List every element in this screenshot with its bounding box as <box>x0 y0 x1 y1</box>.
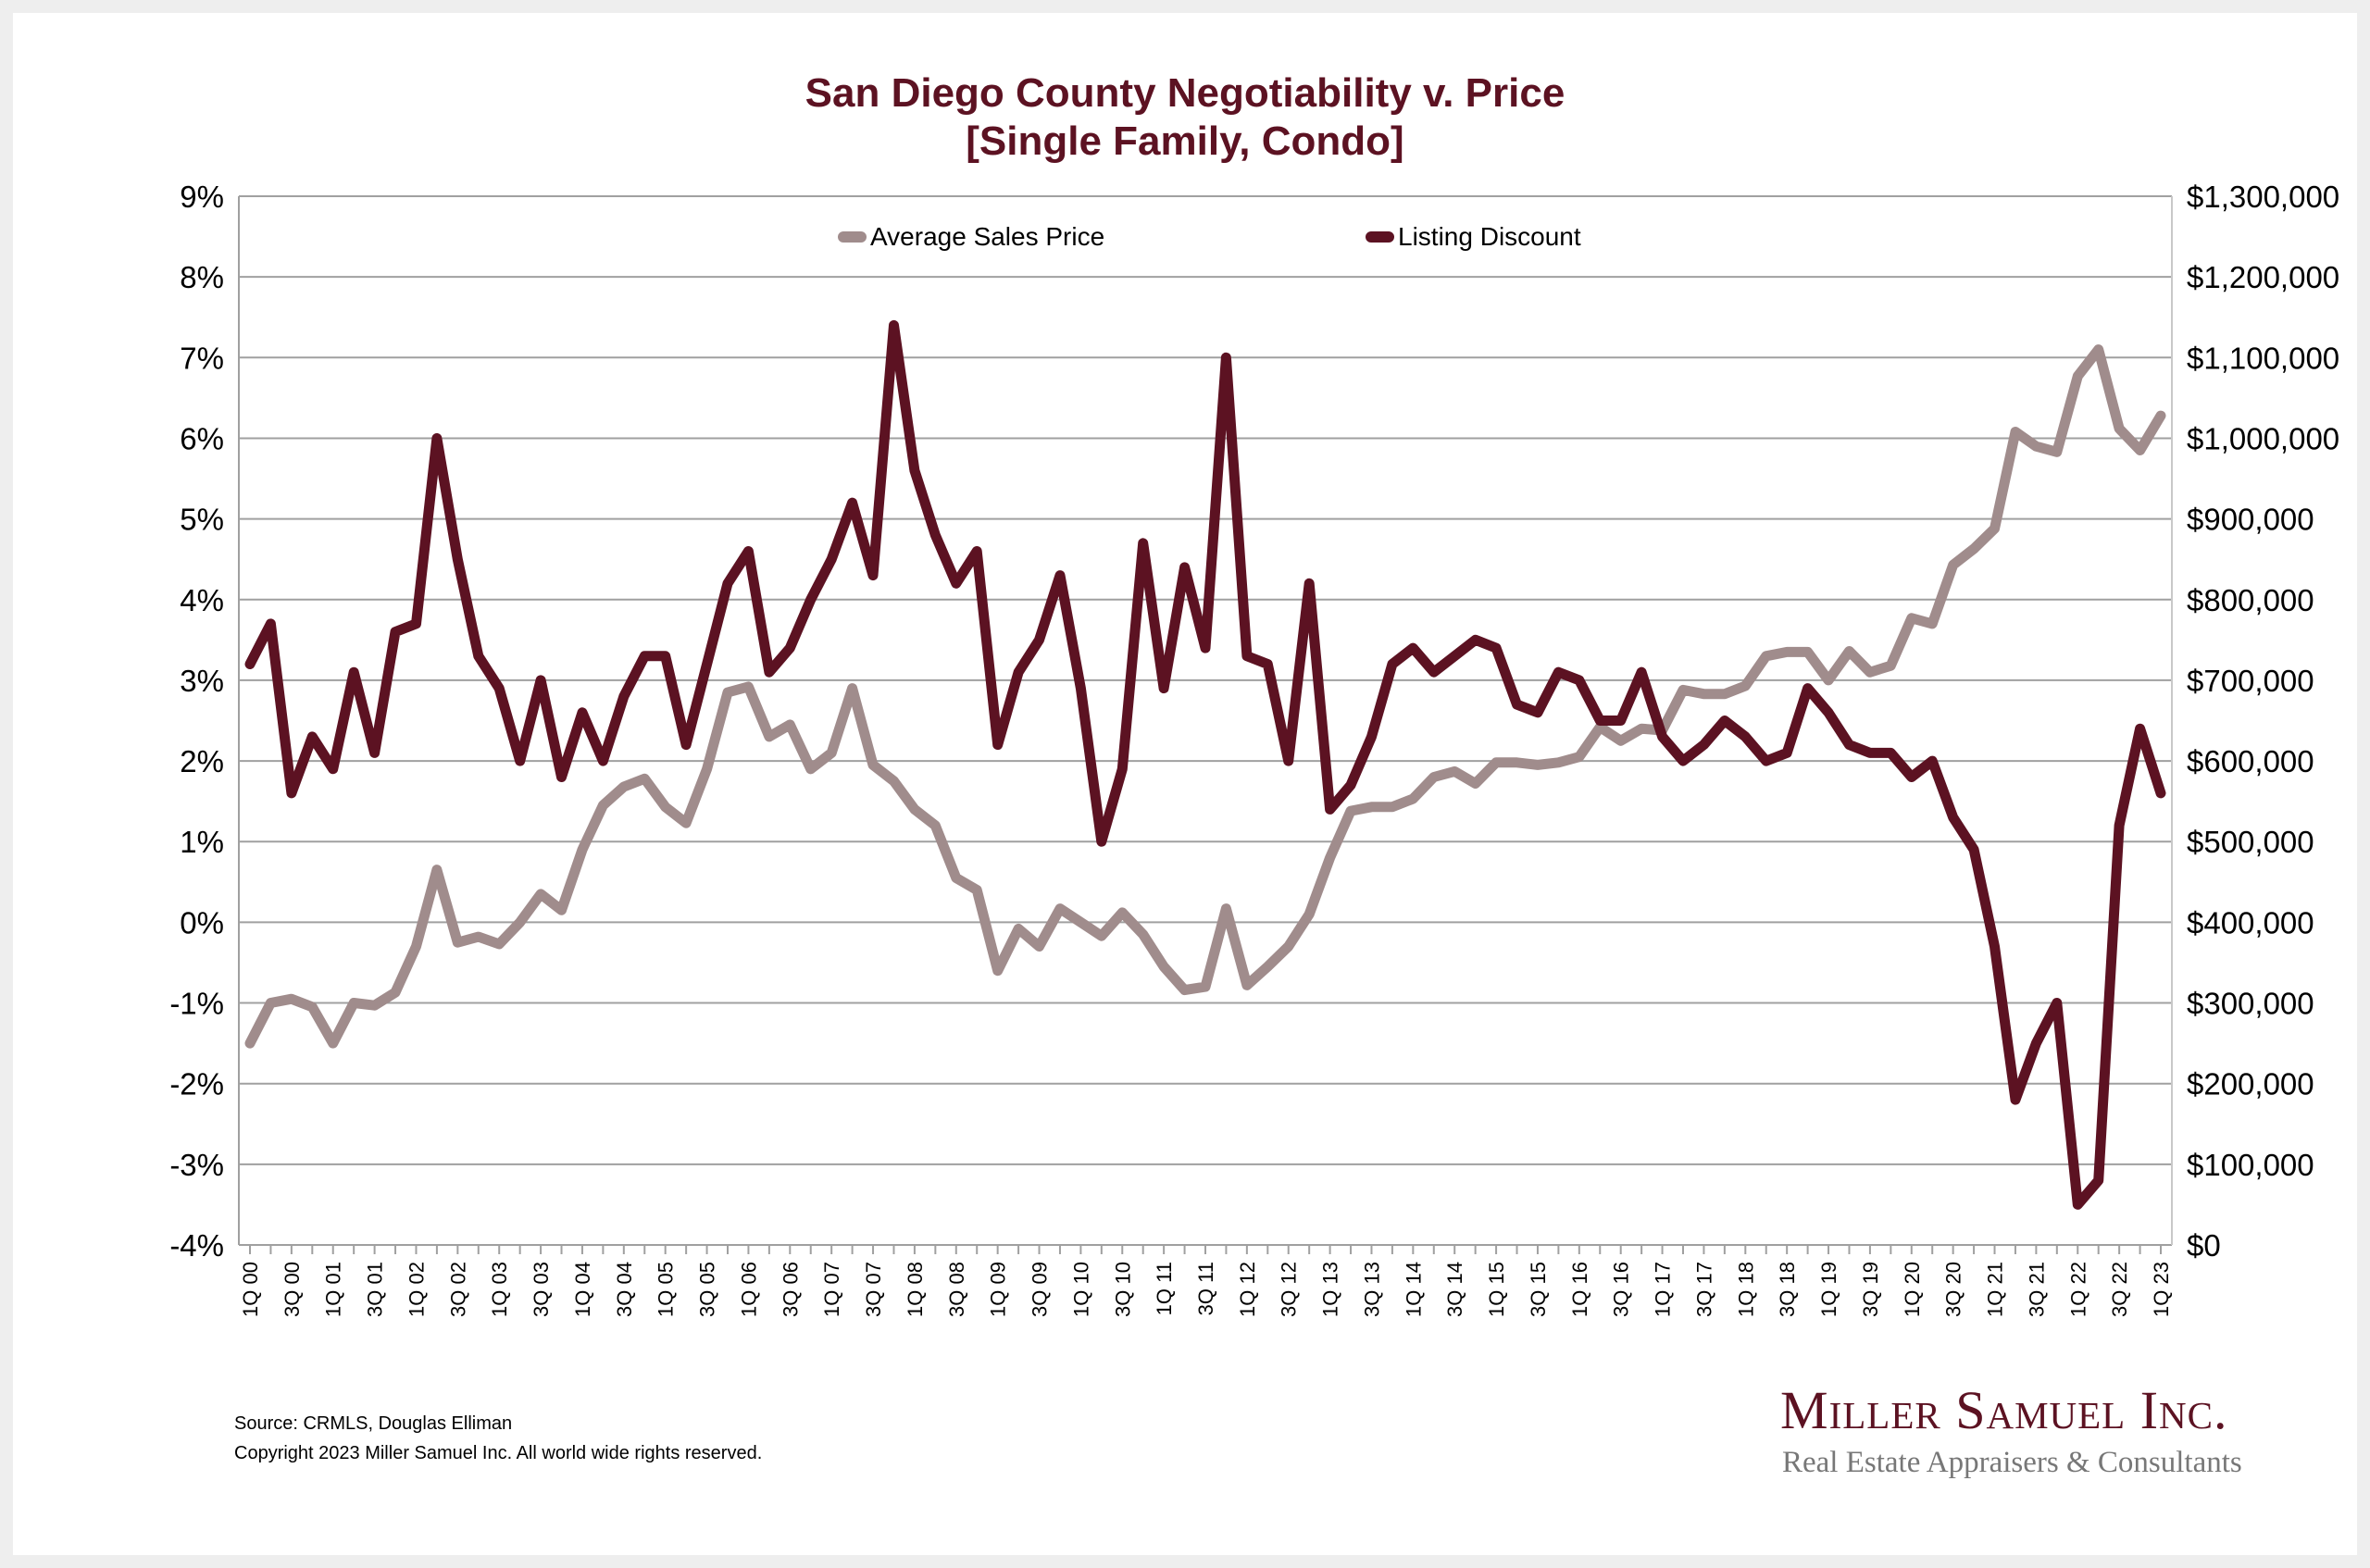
right-axis-tick-label: $400,000 <box>2187 905 2314 940</box>
right-axis-tick-label: $700,000 <box>2187 664 2314 698</box>
x-tick-label: 1Q 05 <box>655 1262 678 1317</box>
x-tick-label: 1Q 01 <box>322 1262 345 1317</box>
x-tick-label: 3Q 17 <box>1692 1262 1715 1317</box>
x-tick-label: 1Q 13 <box>1319 1262 1342 1317</box>
x-tick-label: 1Q 03 <box>488 1262 511 1317</box>
x-tick-label: 1Q 16 <box>1568 1262 1591 1317</box>
x-tick-label: 1Q 18 <box>1734 1262 1757 1317</box>
x-tick-label: 3Q 02 <box>446 1262 469 1317</box>
x-tick-label: 3Q 07 <box>862 1262 885 1317</box>
x-tick-label: 1Q 06 <box>737 1262 760 1317</box>
legend-label-listing-discount: Listing Discount <box>1398 222 1581 251</box>
x-tick-label: 1Q 12 <box>1236 1262 1259 1317</box>
right-axis-tick-label: $1,200,000 <box>2187 260 2339 294</box>
x-tick-label: 1Q 11 <box>1153 1262 1176 1315</box>
right-axis-ticks: $1,300,000 $1,200,000 $1,100,000 $1,000,000… <box>2187 180 2339 1263</box>
right-axis-tick-label: $1,000,000 <box>2187 421 2339 455</box>
chart-title-main: San Diego County Negotiability v. Price <box>805 70 1565 116</box>
x-tick-label: 1Q 09 <box>987 1262 1010 1317</box>
left-axis-tick-label: -4% <box>169 1228 224 1263</box>
x-tick-label: 3Q 14 <box>1443 1262 1466 1317</box>
left-axis-tick-label: 2% <box>180 744 224 778</box>
right-axis-tick-label: $500,000 <box>2187 825 2314 859</box>
right-axis-tick-label: $800,000 <box>2187 583 2314 617</box>
x-tick-label: 1Q 17 <box>1652 1262 1675 1317</box>
chart-subtitle: [Single Family, Condo] <box>966 118 1404 164</box>
x-tick-label: 1Q 22 <box>2066 1262 2089 1317</box>
x-tick-label: 3Q 13 <box>1360 1262 1383 1317</box>
x-tick-label: 3Q 19 <box>1859 1262 1882 1317</box>
x-tick-label: 1Q 02 <box>405 1262 428 1317</box>
x-tick-label: 3Q 08 <box>945 1262 968 1317</box>
left-axis-tick-label: -1% <box>169 987 224 1021</box>
x-tick-label: 3Q 04 <box>613 1262 636 1317</box>
series-lines <box>244 319 2166 1210</box>
left-axis-tick-label: 6% <box>180 421 224 455</box>
left-axis-tick-label: 0% <box>180 905 224 940</box>
x-tick-label: 3Q 16 <box>1610 1262 1633 1317</box>
right-axis-tick-label: $200,000 <box>2187 1067 2314 1101</box>
chart-title: San Diego County Negotiability v. Price … <box>0 69 2370 166</box>
right-axis-tick-label: $1,300,000 <box>2187 180 2339 214</box>
x-tick-label: 3Q 15 <box>1527 1262 1550 1317</box>
x-tick-label: 3Q 01 <box>364 1262 387 1317</box>
x-tick-label: 1Q 15 <box>1485 1262 1508 1317</box>
x-tick-label: 1Q 07 <box>820 1262 843 1317</box>
left-axis-tick-label: -3% <box>169 1148 224 1182</box>
logo-tagline: Real Estate Appraisers & Consultants <box>1782 1446 2242 1479</box>
left-axis-ticks: 9% 8% 7% 6% 5% 4% 3% 2% 1% 0% -1% -2% -3% -4% <box>169 180 224 1263</box>
right-axis-tick-label: $300,000 <box>2187 987 2314 1021</box>
x-tick-label: 3Q 09 <box>1029 1262 1052 1317</box>
x-tick-label: 1Q 04 <box>571 1262 594 1317</box>
x-tick-label: 1Q 19 <box>1817 1262 1840 1317</box>
legend-label-average-sales-price: Average Sales Price <box>870 222 1104 251</box>
left-axis-tick-label: 7% <box>180 341 224 375</box>
chart-card <box>13 13 2357 1555</box>
x-tick-label: 3Q 12 <box>1278 1262 1301 1317</box>
x-tick-label: 3Q 00 <box>281 1262 304 1317</box>
copyright-note: Copyright 2023 Miller Samuel Inc. All wo… <box>234 1443 763 1463</box>
right-axis-tick-label: $100,000 <box>2187 1148 2314 1182</box>
x-tick-label: 1Q 08 <box>904 1262 927 1317</box>
x-tick-label: 1Q 20 <box>1901 1262 1924 1317</box>
x-tick-label: 3Q 05 <box>696 1262 719 1317</box>
x-tick-label: 3Q 03 <box>530 1262 553 1317</box>
x-tick-label: 3Q 21 <box>2025 1262 2048 1317</box>
left-axis-tick-label: -2% <box>169 1067 224 1101</box>
legend: Average Sales Price Listing Discount <box>838 222 1581 251</box>
left-axis-tick-label: 4% <box>180 583 224 617</box>
logo-name: Miller Samuel Inc. <box>1780 1380 2228 1440</box>
x-tick-label: 1Q 21 <box>1984 1262 2007 1317</box>
x-tick-label: 3Q 18 <box>1776 1262 1799 1317</box>
left-axis-tick-label: 1% <box>180 825 224 859</box>
left-axis-tick-label: 8% <box>180 260 224 294</box>
x-tick-label: 1Q 14 <box>1402 1262 1425 1317</box>
x-tick-label: 3Q 10 <box>1111 1262 1134 1317</box>
right-axis-tick-label: $1,100,000 <box>2187 341 2339 375</box>
left-axis-tick-label: 5% <box>180 503 224 537</box>
x-tick-label: 1Q 00 <box>239 1262 262 1317</box>
left-axis-tick-label: 3% <box>180 664 224 698</box>
right-axis-tick-label: $0 <box>2187 1228 2221 1263</box>
source-note: Source: CRMLS, Douglas Elliman <box>234 1413 513 1434</box>
right-axis-tick-label: $900,000 <box>2187 503 2314 537</box>
x-tick-label: 1Q 23 <box>2150 1262 2173 1317</box>
series-line-average-sales-price <box>244 344 2166 1049</box>
series-line-listing-discount <box>244 319 2166 1210</box>
x-tick-label: 1Q 10 <box>1069 1262 1092 1317</box>
x-axis: 1Q 00 3Q 00 1Q 01 3Q 01 1Q 02 3Q 02 1Q 03 3Q 03… <box>239 1245 2173 1317</box>
left-axis-tick-label: 9% <box>180 180 224 214</box>
x-tick-label: 3Q 11 <box>1194 1262 1217 1315</box>
right-axis-tick-label: $600,000 <box>2187 744 2314 778</box>
x-tick-label: 3Q 06 <box>779 1262 802 1317</box>
x-tick-label: 3Q 22 <box>2108 1262 2131 1317</box>
x-tick-label: 3Q 20 <box>1942 1262 1965 1317</box>
